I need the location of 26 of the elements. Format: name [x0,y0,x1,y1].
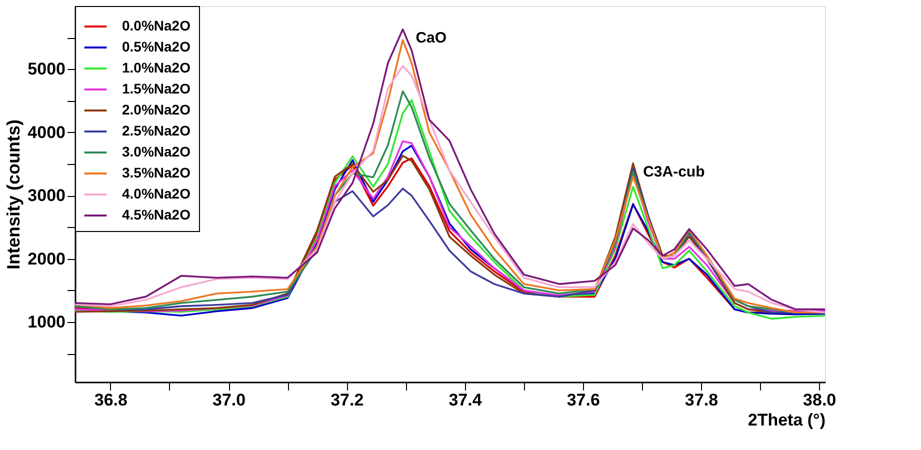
legend-label: 1.0%Na2O [122,60,191,76]
legend-label: 3.5%Na2O [122,164,191,180]
y-axis-title: Intensity (counts) [4,119,24,270]
y-tick-label: 2000 [28,249,66,268]
y-tick-label: 4000 [28,122,66,142]
legend-label: 0.0%Na2O [122,18,191,34]
legend-label: 3.0%Na2O [122,144,191,160]
x-tick-label: 38.0 [803,390,836,410]
x-tick-label: 37.2 [330,390,364,410]
x-tick-label: 37.8 [684,390,718,410]
legend-label: 2.5%Na2O [122,122,191,138]
x-tick-label: 37.0 [212,390,246,410]
annotation: CaO [416,29,447,46]
x-axis-title: 2Theta (°) [748,410,826,430]
legend-label: 4.5%Na2O [122,206,191,222]
legend-label: 0.5%Na2O [122,38,191,54]
y-tick-label: 5000 [28,60,66,79]
x-tick-label: 36.8 [94,390,128,410]
annotation: C3A-cub [643,163,705,180]
legend-label: 2.0%Na2O [122,102,191,118]
x-tick-label: 37.6 [566,390,600,410]
y-tick-label: 1000 [28,312,66,332]
x-tick-label: 37.4 [448,390,482,410]
legend-label: 1.5%Na2O [122,80,191,96]
legend-label: 4.0%Na2O [122,186,191,202]
y-tick-label: 3000 [28,186,66,206]
